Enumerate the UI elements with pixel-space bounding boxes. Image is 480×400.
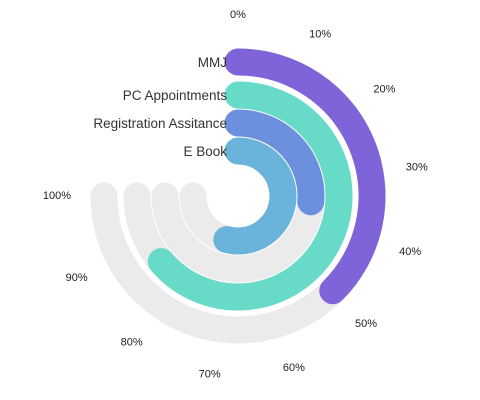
series-label-e-book: E Book — [183, 144, 227, 159]
tick-label-0: 0% — [230, 9, 246, 21]
tick-label-5: 50% — [355, 318, 377, 330]
tick-label-6: 60% — [283, 362, 305, 374]
bar-layer — [147, 48, 386, 311]
series-label-layer: MMJ PC Appointments Registration Assitance… — [93, 55, 227, 159]
tick-label-layer: 0% 10% 20% 30% 40% 50% 60% 70% 80% 90% 100% — [43, 9, 428, 381]
series-label-pc-appointments: PC Appointments — [123, 88, 228, 103]
bar-e-book[interactable] — [213, 137, 297, 255]
bar-registration-assitance[interactable] — [224, 109, 325, 216]
tick-label-4: 40% — [399, 246, 421, 258]
tick-label-10: 100% — [43, 190, 71, 202]
bar-pc-appointments[interactable] — [147, 81, 353, 311]
series-label-mmj: MMJ — [198, 55, 227, 70]
tick-label-1: 10% — [309, 29, 331, 41]
tick-label-9: 90% — [66, 272, 88, 284]
tick-label-8: 80% — [121, 336, 143, 348]
tick-label-7: 70% — [199, 369, 221, 381]
series-label-registration-assitance: Registration Assitance — [93, 116, 227, 131]
bar-mmj[interactable] — [224, 48, 386, 305]
tick-label-2: 20% — [373, 84, 395, 96]
tick-label-3: 30% — [406, 162, 428, 174]
